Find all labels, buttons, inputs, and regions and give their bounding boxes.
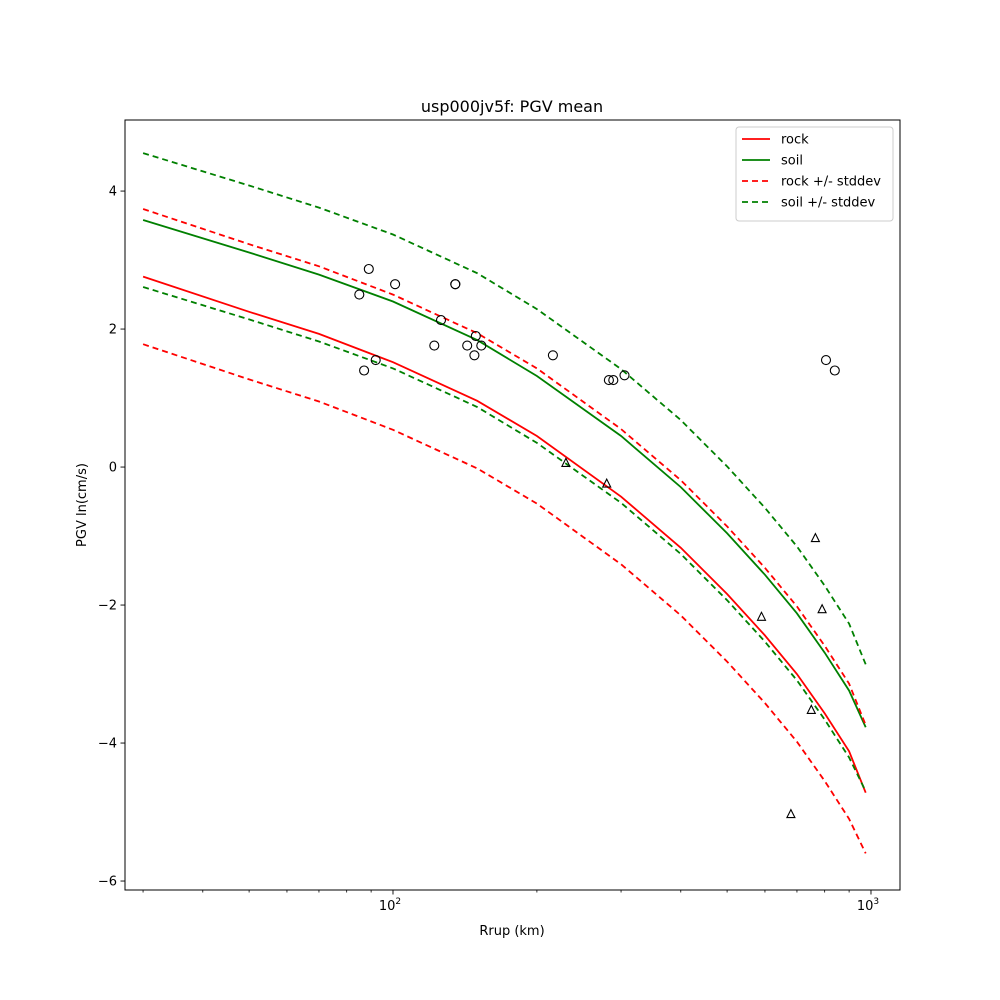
series-line-dashed-3 (142, 343, 867, 854)
observation-circle (390, 279, 401, 290)
y-tick-label: −2 (98, 599, 117, 614)
observation-circle (470, 330, 481, 342)
plot-area (142, 152, 867, 854)
axes-frame (124, 119, 901, 891)
observation-circle (603, 375, 614, 386)
series-line-0 (142, 275, 867, 794)
observation-triangle (810, 532, 821, 543)
observation-circle (363, 263, 374, 275)
observation-circle (619, 370, 630, 381)
y-tick-label: −4 (98, 737, 117, 752)
series-line-1 (142, 219, 867, 728)
observation-triangle (817, 603, 827, 614)
observation-circle (476, 340, 487, 351)
observation-circle (429, 340, 440, 351)
legend-box (735, 126, 894, 222)
y-axis: −6 −4 −2 0 2 4 (98, 185, 125, 890)
observation-circle (435, 315, 447, 326)
observation-circle (608, 375, 619, 386)
observation-circle (547, 350, 558, 361)
legend-label: rock (781, 133, 809, 148)
legend-label: soil +/- stddev (781, 196, 876, 211)
observation-triangle (806, 704, 817, 714)
y-tick-label: −6 (98, 875, 117, 890)
observation-triangle (601, 477, 612, 488)
y-tick-label: 0 (109, 461, 117, 476)
observation-circle (820, 355, 832, 366)
observation-triangle (786, 808, 796, 819)
observation-circle (354, 289, 365, 300)
legend-label: soil (781, 154, 803, 169)
chart-title: usp000jv5f: PGV mean (421, 97, 603, 116)
legend: rock soil rock +/- stddev soil +/- stddev (735, 126, 894, 222)
series-line-dashed-2 (142, 208, 867, 726)
y-tick-label: 2 (109, 323, 117, 338)
observation-circle (462, 340, 473, 351)
observation-triangle (756, 611, 767, 621)
legend-label: rock +/- stddev (781, 175, 881, 190)
y-axis-label: PGV ln(cm/s) (75, 463, 90, 547)
observation-circle (829, 365, 840, 376)
observation-circle (359, 365, 370, 376)
x-axis-label: Rrup (km) (479, 924, 544, 939)
observation-circle (450, 279, 461, 290)
observation-triangle (561, 457, 571, 467)
observation-circle (370, 355, 381, 366)
observation-circle (469, 350, 480, 361)
y-tick-label: 4 (109, 185, 117, 200)
